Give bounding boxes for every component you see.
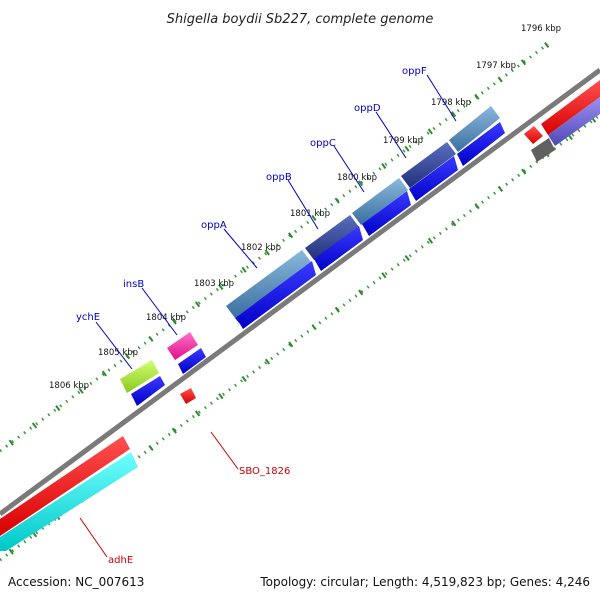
gene-arrow[interactable] [362,191,411,236]
kbp-label: 1806 kbp [49,381,89,391]
tick-mark [358,289,364,296]
gene-label-oppA[interactable]: oppA [201,220,227,231]
gene-labels: oppF oppD oppC oppB oppA insB ychE SBO_1… [76,66,427,566]
gene-label-ychE[interactable]: ychE [76,312,100,323]
kbp-labels: 1796 kbp 1797 kbp 1798 kbp 1799 kbp 1800… [49,24,561,391]
kbp-label: 1800 kbp [337,173,377,183]
tick-mark [78,387,84,394]
tick-mark [8,439,14,446]
gene-label-SBO_1826[interactable]: SBO_1826 [239,466,290,477]
kbp-label: 1801 kbp [290,209,330,219]
tick-mark [264,358,271,365]
gene-callouts [79,74,457,558]
tick-mark [404,145,410,152]
gene-label-oppD[interactable]: oppD [354,103,381,114]
kbp-label: 1798 kbp [431,98,471,108]
tick-mark [101,370,107,377]
tick-mark [427,128,433,135]
tick-mark [474,203,480,210]
tick-mark [264,249,270,256]
kbp-label: 1803 kbp [194,279,234,289]
tick-mark [544,42,550,48]
tick-mark [287,232,294,239]
tick-mark [288,341,294,348]
gene-arrow[interactable] [314,226,363,271]
kbp-label: 1799 kbp [383,136,423,146]
major-ticks [8,42,597,555]
tick-mark [357,180,364,187]
kbp-label: 1805 kbp [98,348,138,358]
accession-text: Accession: NC_007613 [8,575,144,589]
operon-segment[interactable] [352,178,408,225]
kbp-label: 1796 kbp [521,24,561,34]
tick-mark [194,410,201,417]
gene-label-oppB[interactable]: oppB [266,172,292,183]
kbp-label: 1802 kbp [241,243,281,253]
tick-mark [381,272,387,279]
tick-mark [311,214,317,221]
map-title: Shigella boydii Sb227, complete genome [167,12,434,27]
gene-arrow[interactable] [235,261,316,329]
tick-mark [427,237,434,244]
lavender-gene-bar[interactable] [548,97,600,146]
tick-mark [194,301,201,308]
gene-arrow[interactable] [409,156,458,201]
opp-operon-track [226,106,500,318]
tick-mark [8,548,14,555]
tick-mark [171,427,177,434]
tick-mark [125,353,131,360]
tick-mark [171,318,177,325]
operon-segment[interactable] [449,106,500,152]
red-gene-bar[interactable] [0,436,130,536]
tick-mark [381,163,387,169]
tick-mark [334,306,340,313]
outer-tick-scale [0,42,549,453]
tick-mark [474,93,480,100]
tick-mark [218,284,224,290]
tick-mark [311,324,317,331]
operon-segment[interactable] [305,215,359,260]
forward-gene-arrows [131,122,505,406]
tick-mark [451,220,457,227]
gene-arrow[interactable] [178,348,206,374]
tick-mark [450,111,457,118]
topology-text: Topology: circular; Length: 4,519,823 bp… [259,575,590,589]
tick-mark [497,185,504,192]
red-gene-bar-right[interactable] [541,80,600,135]
SBO-1826-gene[interactable] [180,388,196,404]
red-gene-arrow[interactable] [524,126,543,144]
tick-mark [55,405,61,412]
operon-segment[interactable] [226,250,311,318]
tick-mark [404,255,410,261]
tick-mark [148,445,154,451]
gene-arrow[interactable] [131,376,165,406]
tick-mark [497,76,503,83]
gene-label-oppF[interactable]: oppF [402,66,427,77]
insB-gene[interactable] [167,332,198,360]
tick-mark [241,266,247,273]
tick-mark [241,375,247,382]
tick-mark [334,197,340,204]
gray-gene[interactable] [531,138,555,162]
kbp-label: 1797 kbp [476,61,516,71]
gene-label-insB[interactable]: insB [123,279,144,290]
gene-label-adhE[interactable]: adhE [108,555,133,566]
tick-mark [218,393,224,400]
gene-arrow[interactable] [457,122,505,166]
gene-label-oppC[interactable]: oppC [310,138,336,149]
genome-backbone [0,67,600,517]
ychE-gene[interactable] [120,360,159,393]
tick-mark [148,335,154,342]
adhE-gene[interactable] [0,452,138,551]
kbp-label: 1804 kbp [146,313,186,323]
tick-mark [521,168,527,175]
tick-mark [31,422,38,429]
tick-mark [520,59,527,66]
operon-segment[interactable] [401,142,456,188]
